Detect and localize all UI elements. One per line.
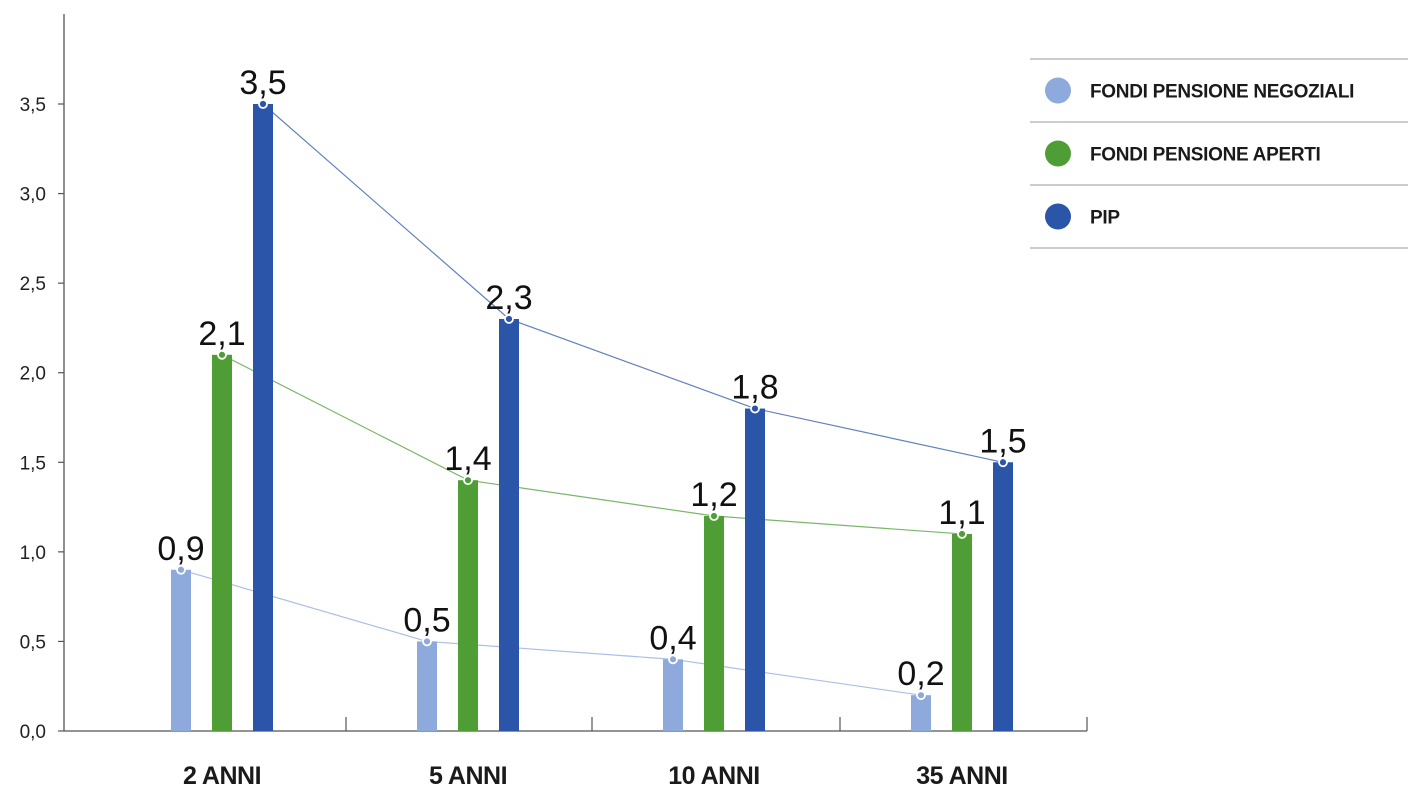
- chart-bars: [171, 99, 1013, 731]
- legend-swatch: [1045, 77, 1071, 104]
- series-connector-lines: [180, 103, 1004, 696]
- data-point-marker: [422, 636, 432, 647]
- data-point-marker: [504, 314, 514, 324]
- series-connector-line: [180, 569, 922, 696]
- y-tick-label: 1,0: [20, 543, 46, 564]
- data-label: 2,1: [198, 315, 245, 353]
- series-connector-line: [221, 354, 963, 535]
- data-point-marker: [957, 529, 967, 539]
- x-category-label: 35 ANNI: [916, 762, 1007, 787]
- y-tick-label: 3,5: [20, 95, 46, 116]
- data-label: 0,5: [403, 601, 450, 639]
- data-label: 1,5: [979, 422, 1026, 460]
- bar: [253, 104, 273, 731]
- bar: [212, 354, 232, 731]
- bar: [952, 533, 972, 731]
- data-label: 0,9: [157, 530, 204, 568]
- bar: [499, 318, 519, 731]
- data-point-marker: [916, 690, 926, 701]
- data-label: 1,4: [444, 440, 491, 478]
- chart-axes: 0,0 0,5 1,0 1,5 2,0 2,5 3,0 3,5 2 ANNI 5 ANNI 10 A…: [20, 14, 1088, 787]
- data-label: 0,2: [897, 655, 944, 693]
- x-category-label: 10 ANNI: [668, 762, 759, 787]
- bar: [171, 569, 191, 731]
- y-tick-label: 0,0: [20, 722, 46, 743]
- bar: [417, 641, 437, 731]
- data-point-marker: [709, 511, 719, 521]
- bar: [911, 695, 931, 731]
- data-label: 1,1: [938, 494, 985, 532]
- x-category-label: 2 ANNI: [183, 762, 261, 787]
- bar: [993, 462, 1013, 731]
- data-point-marker: [668, 654, 678, 665]
- bar: [704, 516, 724, 731]
- bar: [663, 659, 683, 731]
- y-tick-label: 3,0: [20, 185, 46, 206]
- x-category-label: 5 ANNI: [429, 762, 507, 787]
- legend-label: FONDI PENSIONE APERTI: [1090, 145, 1321, 166]
- y-tick-label: 0,5: [20, 632, 46, 653]
- bar: [458, 480, 478, 731]
- data-point-marker: [217, 349, 227, 360]
- y-tick-label: 1,5: [20, 453, 46, 474]
- data-label: 1,8: [731, 369, 778, 407]
- legend-swatch: [1045, 203, 1071, 230]
- data-point-marker: [750, 403, 760, 414]
- data-label: 1,2: [690, 476, 737, 514]
- y-tick-label: 2,5: [20, 274, 46, 295]
- data-point-marker: [176, 564, 186, 575]
- y-tick-label: 2,0: [20, 364, 46, 385]
- legend-swatch: [1045, 140, 1071, 167]
- data-point-marker: [258, 99, 268, 109]
- series-connector-line: [262, 103, 1004, 463]
- data-label: 3,5: [239, 64, 286, 102]
- legend-label: PIP: [1090, 208, 1120, 229]
- data-point-marker: [463, 475, 473, 486]
- chart-data-labels: 0,9 0,5 0,4 0,2 2,1 1,4 1,2 1,1 3,5 2,3 1,8 1,5: [157, 64, 1026, 693]
- bar: [745, 408, 765, 731]
- data-point-marker: [998, 457, 1008, 468]
- chart-legend: FONDI PENSIONE NEGOZIALI FONDI PENSIONE A…: [1030, 58, 1408, 249]
- legend-label: FONDI PENSIONE NEGOZIALI: [1090, 82, 1354, 103]
- data-label: 2,3: [485, 279, 532, 317]
- data-label: 0,4: [649, 619, 696, 657]
